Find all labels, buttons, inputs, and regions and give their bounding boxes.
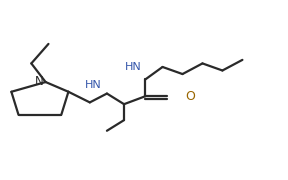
- Text: O: O: [185, 90, 195, 103]
- Text: HN: HN: [124, 62, 141, 72]
- Text: N: N: [35, 75, 43, 88]
- Text: HN: HN: [85, 80, 102, 90]
